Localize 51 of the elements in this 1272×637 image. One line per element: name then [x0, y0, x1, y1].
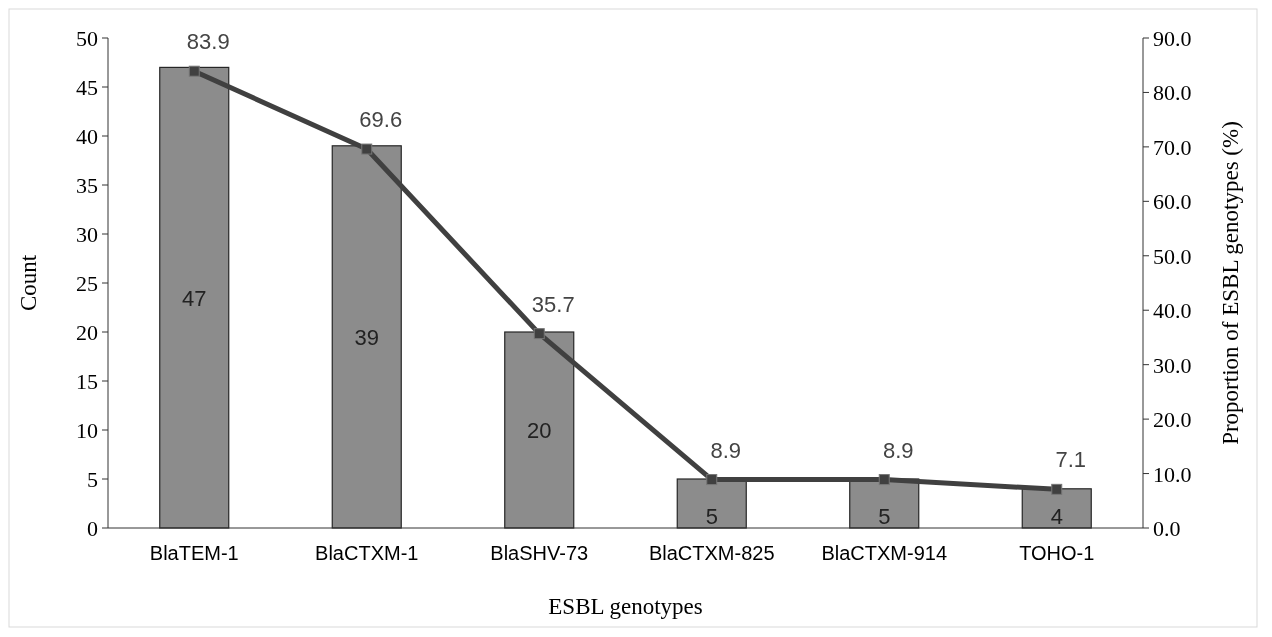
data-label: 83.9: [186, 29, 230, 55]
y2-tick-label: 0.0: [1153, 516, 1181, 541]
x-tick-label: BlaTEM-1: [149, 542, 239, 564]
data-label: 5: [705, 504, 718, 529]
y2-axis-title: Proportion of ESBL genotypes (%): [1218, 121, 1243, 445]
point: [1051, 483, 1063, 495]
y-tick-label: 5: [87, 467, 98, 492]
data-label: 7.1: [1055, 447, 1087, 473]
x-tick-label: BlaCTXM-825: [648, 542, 775, 564]
data-label: 69.6: [359, 107, 403, 133]
y-tick-label: 15: [76, 369, 98, 394]
data-label: 8.9: [710, 437, 742, 463]
y-tick-label: 25: [76, 271, 98, 296]
y-tick-label: 10: [76, 418, 98, 443]
y2-tick-label: 40.0: [1153, 298, 1192, 324]
data-label: 20: [527, 418, 552, 443]
x-tick-label: TOHO-1: [1019, 542, 1095, 564]
y-axis-title: Count: [16, 254, 41, 312]
data-label: 4: [1050, 504, 1063, 529]
bar: [331, 145, 402, 529]
data-label: 47: [182, 285, 207, 311]
y2-tick-label: 20.0: [1153, 407, 1192, 433]
y2-tick-label: 60.0: [1153, 189, 1192, 215]
x-tick-label: BlaCTXM-1: [315, 542, 419, 564]
x-axis-title: ESBL genotypes: [548, 594, 703, 619]
point: [533, 328, 545, 340]
y2-tick-label: 70.0: [1153, 134, 1192, 160]
data-label: 35.7: [531, 291, 575, 317]
data-label: 5: [878, 504, 891, 529]
data-label: 8.9: [882, 437, 914, 463]
y-tick-label: 50: [76, 26, 98, 51]
y-tick-label: 20: [76, 320, 98, 345]
y-tick-label: 30: [76, 222, 98, 247]
y2-tick-label: 90.0: [1153, 26, 1192, 51]
y2-tick-label: 10.0: [1153, 461, 1192, 487]
point: [878, 474, 890, 486]
x-tick-label: BlaSHV-73: [490, 542, 589, 564]
y2-tick-label: 30.0: [1153, 352, 1192, 378]
y-tick-label: 0: [87, 516, 98, 541]
x-tick-label: BlaCTXM-914: [821, 542, 948, 564]
point: [188, 65, 200, 77]
y-tick-label: 45: [76, 75, 98, 100]
bar: [159, 66, 230, 529]
data-label: 39: [354, 324, 379, 350]
y2-tick-label: 80.0: [1153, 80, 1192, 106]
point: [706, 474, 718, 486]
y2-tick-label: 50.0: [1153, 243, 1192, 269]
y-tick-label: 35: [76, 173, 98, 198]
point: [361, 143, 373, 155]
bar: [504, 331, 575, 529]
y-tick-label: 40: [76, 124, 98, 149]
